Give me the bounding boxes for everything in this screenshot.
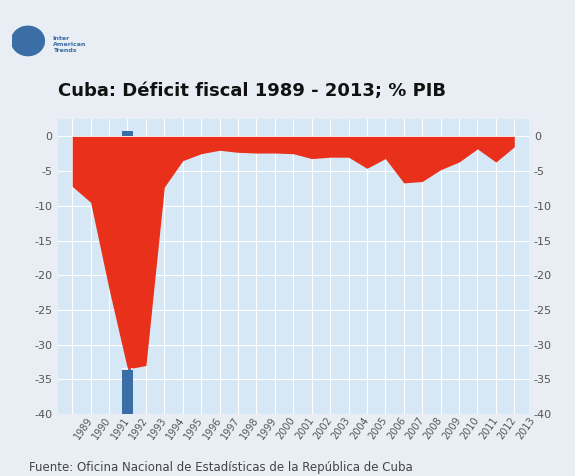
Text: Cuba: Déficit fiscal 1989 - 2013; % PIB: Cuba: Déficit fiscal 1989 - 2013; % PIB: [58, 82, 446, 100]
Circle shape: [12, 26, 44, 56]
Bar: [122, 369, 133, 414]
Bar: [122, 131, 133, 136]
Text: Inter
American
Trends: Inter American Trends: [53, 36, 86, 53]
Text: Fuente: Oficina Nacional de Estadísticas de la República de Cuba: Fuente: Oficina Nacional de Estadísticas…: [29, 461, 412, 474]
